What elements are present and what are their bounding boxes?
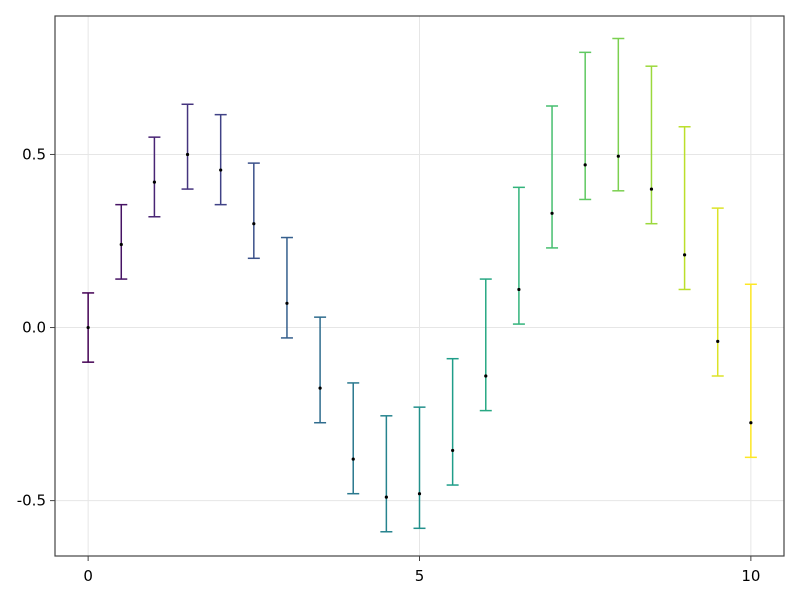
data-point xyxy=(716,339,720,343)
x-tick-label: 5 xyxy=(415,567,425,585)
data-point xyxy=(451,448,455,453)
error-bar xyxy=(214,113,227,206)
data-point xyxy=(384,495,388,499)
error-bar xyxy=(115,203,128,280)
data-point xyxy=(351,457,355,461)
data-point xyxy=(152,180,157,184)
error-bars xyxy=(82,37,757,533)
error-bar xyxy=(612,37,625,192)
error-bar xyxy=(380,415,393,533)
error-bar xyxy=(280,236,293,339)
error-bar xyxy=(181,103,194,190)
data-point xyxy=(318,386,322,390)
error-bar xyxy=(413,406,426,530)
data-point xyxy=(285,301,289,305)
y-axis-ticks: -0.5 0.0 0.5 xyxy=(17,145,55,510)
error-bar xyxy=(479,278,492,412)
data-point xyxy=(119,242,123,247)
data-point xyxy=(517,287,521,292)
y-tick-label: -0.5 xyxy=(17,492,46,510)
error-bar xyxy=(314,316,327,424)
y-tick-label: 0.0 xyxy=(22,319,46,337)
data-point xyxy=(252,222,256,226)
data-point xyxy=(185,152,190,157)
data-point xyxy=(484,374,488,378)
error-bar xyxy=(546,105,559,249)
error-bar xyxy=(247,162,260,260)
error-bar xyxy=(744,283,757,459)
data-point xyxy=(86,325,90,330)
x-axis-ticks: 0 5 10 xyxy=(83,556,760,585)
error-bar xyxy=(148,136,161,218)
error-bar xyxy=(512,186,525,325)
data-point xyxy=(583,163,587,167)
data-point xyxy=(550,211,554,215)
error-bar xyxy=(347,382,360,495)
data-points xyxy=(86,152,753,499)
y-tick-label: 0.5 xyxy=(22,145,46,163)
error-bar xyxy=(446,357,459,486)
error-bar xyxy=(711,207,724,377)
data-point xyxy=(649,187,654,191)
data-point xyxy=(682,253,687,257)
data-point xyxy=(749,421,753,425)
data-point xyxy=(219,168,223,172)
error-bar xyxy=(645,65,658,225)
x-tick-label: 10 xyxy=(741,567,760,585)
data-point xyxy=(417,492,422,496)
x-tick-label: 0 xyxy=(83,567,93,585)
error-bar xyxy=(678,126,691,291)
error-bar xyxy=(579,51,592,201)
data-point xyxy=(616,154,620,158)
